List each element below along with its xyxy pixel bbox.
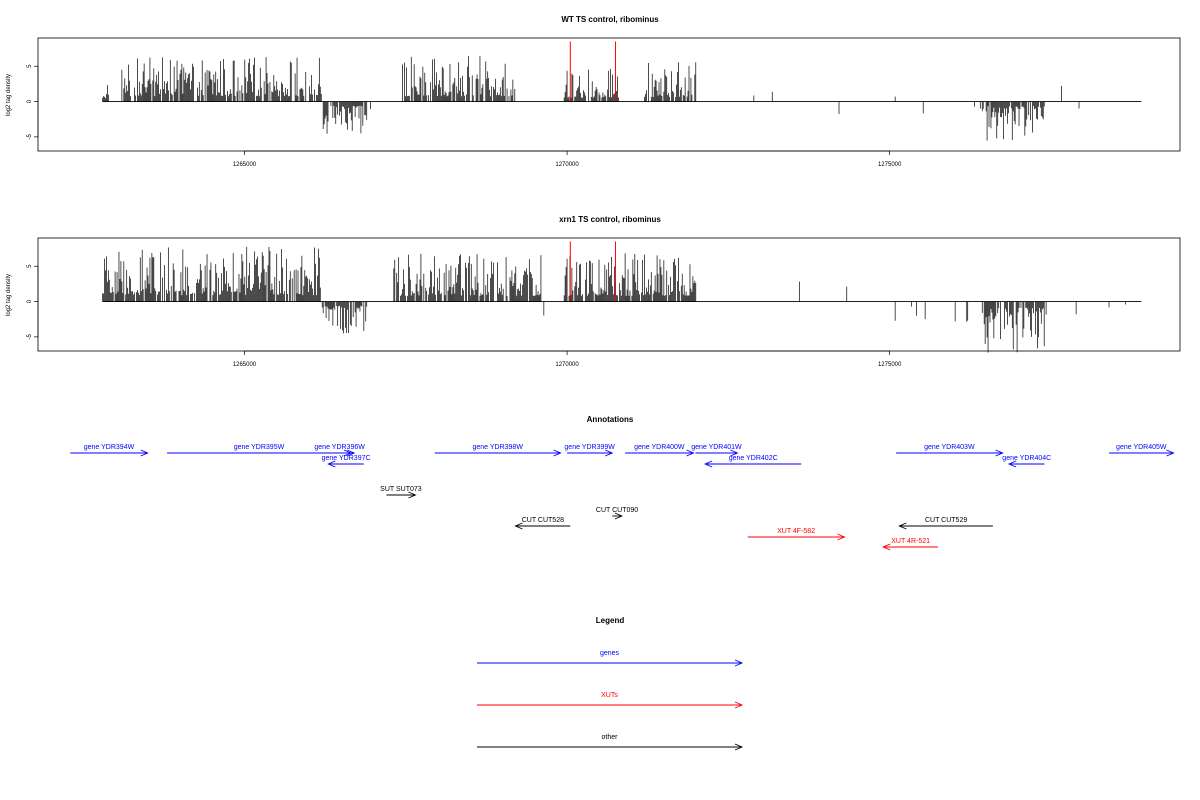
xrn1-x-tick-label: 1265000 [233, 362, 257, 368]
wt-bars [102, 56, 1080, 141]
legend-label: XUTs [601, 692, 618, 699]
annotation-arrow-head [995, 449, 1004, 457]
annotation-label: gene YDR403W [924, 444, 975, 451]
annotation-arrow-head [614, 512, 624, 520]
xrn1-x-tick-label: 1270000 [555, 362, 579, 368]
annotation-label: gene YDR402C [729, 455, 778, 462]
xrn1-y-axis: -5 0 5 [27, 264, 39, 340]
annotation-arrow-head [686, 449, 695, 457]
wt-track-panel: WT TS control, ribominus log2 tag densit… [6, 15, 1181, 168]
legend-arrow-head [734, 659, 744, 667]
wt-y-axis-label: log2 tag density [6, 74, 12, 116]
legend-title: Legend [596, 616, 625, 625]
annotations-title: Annotations [587, 415, 634, 424]
xrn1-y-tick-label: -5 [27, 334, 33, 340]
annotation-arrow-head [514, 522, 523, 530]
annotation-label: XUT 4F-582 [777, 528, 815, 535]
annotation-label: gene YDR398W [472, 444, 523, 451]
annotation-label: SUT SUT073 [380, 486, 422, 493]
annotation-label: gene YDR400W [634, 444, 685, 451]
wt-highlights [569, 41, 616, 102]
annotation-arrow-head [346, 449, 356, 457]
annotation-arrow-head [882, 543, 891, 551]
wt-x-axis: 1265000 1270000 1275000 [233, 150, 902, 168]
legend: Legend genes XUTs other [477, 616, 744, 751]
legend-label: genes [600, 650, 620, 657]
annotation-label: gene YDR401W [691, 444, 742, 451]
annotation-label: CUT CUT090 [596, 507, 638, 514]
annotation-label: gene YDR395W [234, 444, 285, 451]
legend-arrow-head [734, 701, 744, 709]
annotation-label: XUT 4R-521 [891, 538, 930, 545]
legend-arrow-head [734, 743, 744, 751]
wt-y-tick-label: 5 [27, 64, 33, 68]
wt-x-tick-label: 1275000 [878, 162, 902, 168]
annotation-label: gene YDR396W [314, 444, 365, 451]
annotation-arrow-head [898, 522, 907, 530]
xrn1-track-panel: xrn1 TS control, ribominus log2 tag dens… [6, 215, 1181, 368]
xrn1-x-axis: 1265000 1270000 1275000 [233, 350, 902, 368]
xrn1-bars [102, 247, 1126, 353]
annotation-label: gene YDR394W [84, 444, 135, 451]
annotation-label: gene YDR399W [564, 444, 615, 451]
xrn1-y-axis-label: log2 tag density [6, 274, 12, 316]
annotation-label: CUT CUT528 [522, 517, 564, 524]
annotation-arrow-head [730, 449, 739, 457]
xrn1-highlights [569, 241, 616, 302]
wt-x-tick-label: 1265000 [233, 162, 257, 168]
annotation-label: gene YDR404C [1002, 455, 1051, 462]
xrn1-y-tick-label: 0 [27, 299, 33, 303]
annotation-label: gene YDR397C [322, 455, 371, 462]
xrn1-y-tick-label: 5 [27, 264, 33, 268]
annotation-arrow-head [837, 533, 846, 541]
annotation-arrow-head [1166, 449, 1175, 457]
legend-items: genes XUTs other [477, 650, 744, 751]
legend-label: other [602, 734, 619, 741]
annotation-arrow-head [1007, 460, 1017, 468]
wt-track-title: WT TS control, ribominus [561, 15, 659, 24]
annotation-arrow-head [327, 460, 336, 468]
xrn1-x-tick-label: 1275000 [878, 362, 902, 368]
wt-x-tick-label: 1270000 [555, 162, 579, 168]
wt-y-axis: -5 0 5 [27, 64, 39, 140]
annotation-arrow-head [605, 449, 614, 457]
annotation-arrow-head [140, 449, 149, 457]
wt-y-tick-label: -5 [27, 134, 33, 140]
wt-y-tick-label: 0 [27, 99, 33, 103]
annotations-panel: Annotations gene YDR394W gene YDR395W gene… [70, 415, 1175, 551]
annotation-arrow-head [703, 460, 713, 468]
annotation-arrow-head [408, 491, 417, 499]
xrn1-track-title: xrn1 TS control, ribominus [559, 215, 661, 224]
annotation-arrow-head [553, 449, 562, 457]
annotation-label: gene YDR405W [1116, 444, 1167, 451]
annotation-label: CUT CUT529 [925, 517, 967, 524]
annotation-features: gene YDR394W gene YDR395W gene YDR396W gene… [70, 444, 1175, 551]
